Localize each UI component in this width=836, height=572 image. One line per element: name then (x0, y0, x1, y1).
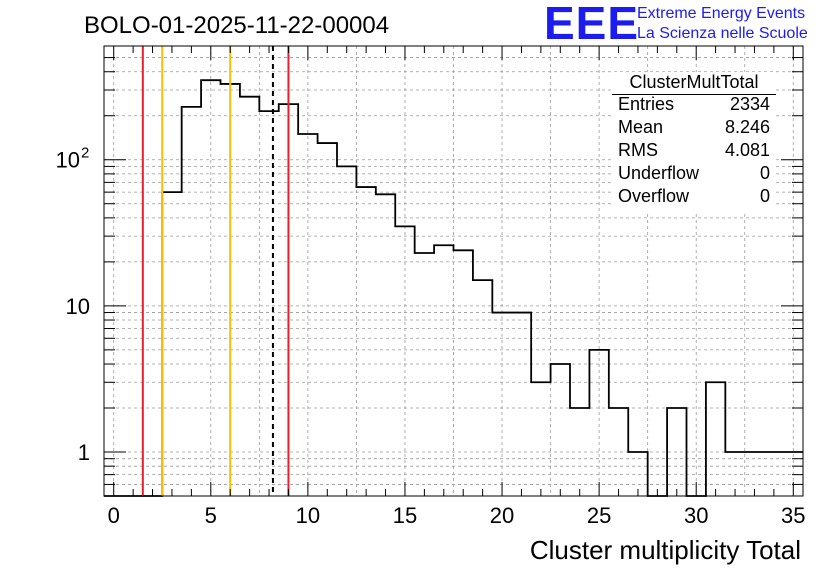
histogram-bars (104, 79, 803, 497)
stats-title: ClusterMultTotal (612, 72, 776, 95)
stat-key: Overflow (618, 186, 690, 206)
histogram-bin (473, 280, 492, 496)
stat-row-rms: RMS 4.081 (618, 140, 770, 162)
histogram-bin (182, 107, 201, 496)
histogram-outline (104, 79, 803, 497)
plot-frame (103, 45, 804, 497)
y-tick-label: 1 (78, 440, 90, 465)
stat-row-overflow: Overflow 0 (618, 186, 770, 208)
histogram-bin (531, 382, 550, 496)
marker-lines (141, 46, 290, 496)
stat-key: Underflow (618, 163, 700, 183)
histogram-bin (318, 143, 337, 496)
histogram-bin (454, 250, 473, 496)
x-tick-label: 10 (296, 503, 320, 528)
x-tick-label: 25 (587, 503, 611, 528)
stat-key: RMS (618, 140, 658, 160)
stat-value: 0 (759, 163, 770, 183)
histogram-bin (356, 187, 375, 496)
histogram-bin (337, 166, 356, 496)
stat-key: Mean (618, 117, 664, 137)
histogram-bin (376, 194, 395, 496)
x-tick-label: 5 (205, 503, 217, 528)
stat-value: 0 (759, 186, 770, 206)
x-tick-label: 20 (490, 503, 514, 528)
stat-row-mean: Mean 8.246 (618, 117, 770, 139)
histogram-bin (162, 192, 181, 496)
y-tick-exponent: 2 (81, 145, 89, 162)
histogram-bin (240, 97, 259, 496)
stat-key: Entries (618, 94, 675, 114)
histogram-bin (589, 350, 608, 496)
logo-line-1: Extreme Energy Events (637, 5, 806, 22)
histogram-bin (512, 313, 531, 496)
histogram-bin (395, 226, 414, 496)
stats-box: ClusterMultTotal Entries 2334 Mean 8.246… (612, 72, 776, 212)
histogram-bin (667, 408, 686, 496)
stat-value: 4.081 (724, 140, 770, 160)
x-axis-label: Cluster multiplicity Total (530, 535, 801, 565)
chart-title: BOLO-01-2025-11-22-00004 (84, 12, 390, 39)
histogram-bin (706, 382, 725, 496)
y-tick-label: 10 (56, 148, 80, 173)
x-tick-label: 30 (684, 503, 708, 528)
histogram-bin (259, 111, 278, 496)
logo-mark: EEE (544, 0, 640, 49)
stat-value: 8.246 (724, 117, 770, 137)
axis-ticks (104, 45, 803, 497)
logo-line-2: La Scienza nelle Scuole (637, 25, 808, 42)
x-tick-label: 0 (108, 503, 120, 528)
x-tick-label: 15 (393, 503, 417, 528)
histogram-bin (492, 313, 511, 496)
histogram-bin (415, 253, 434, 496)
histogram-bin (298, 134, 317, 496)
eee-logo: EEE Extreme Energy Events La Scienza nel… (544, 0, 836, 49)
stat-value: 2334 (729, 94, 770, 114)
histogram-bin (201, 80, 220, 496)
histogram-bin (434, 245, 453, 496)
y-tick-label: 10 (66, 294, 90, 319)
histogram-bin (551, 364, 570, 496)
histogram-bin (570, 408, 589, 496)
stat-row-underflow: Underflow 0 (618, 163, 770, 185)
stat-row-entries: Entries 2334 (618, 94, 770, 116)
x-tick-label: 35 (781, 503, 805, 528)
histogram-bin (609, 408, 628, 496)
